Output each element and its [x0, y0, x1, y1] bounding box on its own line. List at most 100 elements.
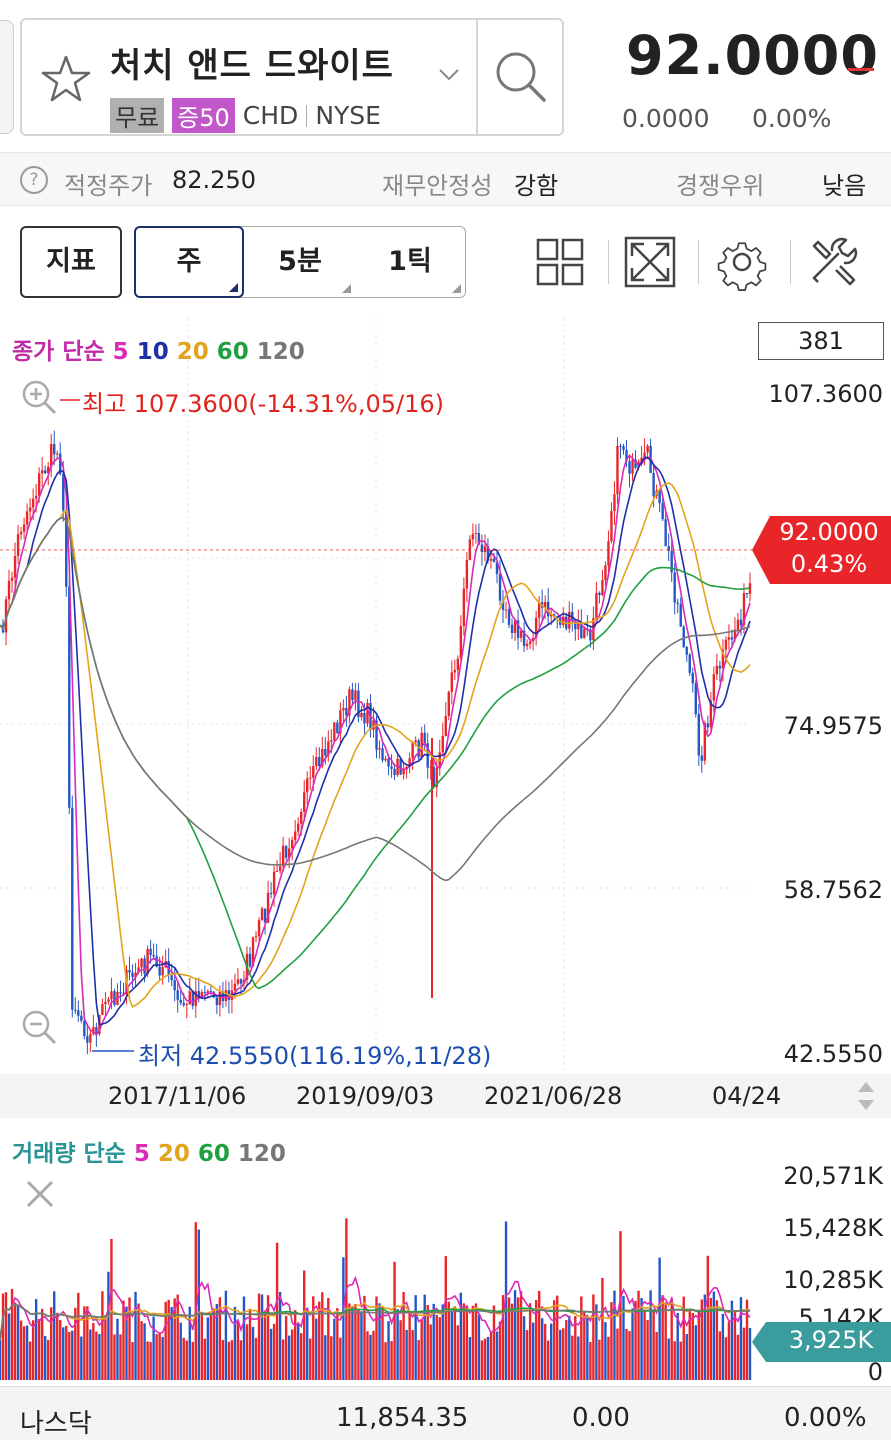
- corner-mark: [342, 284, 351, 293]
- volume-bar: [522, 1316, 526, 1380]
- candle-body: [342, 707, 345, 711]
- candle-body: [667, 546, 670, 551]
- volume-bar: [116, 1318, 119, 1380]
- candle-body: [616, 445, 619, 495]
- stock-tags: 무료 증50 CHD NYSE: [110, 98, 381, 133]
- tag-divider: [306, 104, 308, 127]
- resize-arrows-icon[interactable]: [856, 1080, 876, 1112]
- fullscreen-icon[interactable]: [620, 232, 680, 292]
- volume-bar: [89, 1329, 92, 1380]
- volume-bar: [667, 1338, 670, 1380]
- side-panel-handle[interactable]: [0, 20, 14, 134]
- legend-ma60: 60: [216, 339, 249, 365]
- candle-body: [275, 870, 279, 872]
- volume-bar: [4, 1292, 8, 1380]
- candle-body: [46, 466, 50, 474]
- volume-bar: [221, 1340, 225, 1380]
- candle-body: [86, 1036, 89, 1043]
- candle-body: [182, 1002, 185, 1006]
- volume-bar: [513, 1290, 517, 1380]
- volume-bar: [125, 1306, 128, 1380]
- zoom-in-icon[interactable]: [20, 378, 58, 416]
- candle-body: [324, 749, 327, 756]
- period-week[interactable]: 주: [134, 226, 244, 298]
- candle-body: [595, 592, 598, 619]
- volume-bar: [655, 1331, 658, 1380]
- volume-bar: [405, 1329, 408, 1380]
- candle-body: [161, 966, 164, 976]
- volume-bar: [348, 1303, 351, 1380]
- candle-body: [357, 690, 360, 718]
- volume-bar: [266, 1295, 270, 1380]
- volume-bar: [586, 1317, 589, 1380]
- candle-body: [664, 519, 667, 547]
- candle-body: [553, 614, 556, 617]
- volume-bar: [50, 1307, 53, 1380]
- candle-body: [498, 574, 502, 601]
- volume-bar: [697, 1311, 700, 1380]
- candle-body: [53, 443, 56, 455]
- volume-bar: [290, 1329, 294, 1380]
- volume-bar: [164, 1301, 167, 1380]
- stock-title-box[interactable]: 처치 앤드 드와이트 무료 증50 CHD NYSE: [20, 18, 564, 136]
- volume-bar: [92, 1322, 95, 1380]
- volume-bar: [242, 1296, 246, 1380]
- volume-bar: [459, 1292, 463, 1380]
- index-change: 0.00: [572, 1403, 630, 1433]
- candle-body: [77, 1010, 80, 1016]
- help-icon[interactable]: ?: [20, 166, 48, 194]
- volume-bar: [462, 1303, 466, 1380]
- volume-bar: [224, 1290, 228, 1380]
- candle-body: [345, 707, 348, 716]
- ma-line-120: [0, 517, 751, 882]
- candle-body: [260, 908, 264, 921]
- gear-icon[interactable]: [712, 232, 772, 292]
- layout-grid-icon[interactable]: [530, 232, 590, 292]
- search-icon[interactable]: [488, 44, 554, 110]
- legend-ma120: 120: [237, 1141, 286, 1167]
- volume-bar: [574, 1316, 577, 1380]
- zoom-out-icon[interactable]: [20, 1008, 58, 1046]
- close-icon[interactable]: [24, 1178, 56, 1210]
- price-chart[interactable]: 종가 단순 5 10 20 60 120 381 107.3600 74.957…: [0, 318, 891, 1074]
- period-1tick[interactable]: 1틱: [355, 227, 465, 297]
- candle-body: [522, 630, 526, 647]
- x-axis-bar[interactable]: 2017/11/06 2019/09/03 2021/06/28 04/24: [0, 1074, 891, 1118]
- stock-name: 처치 앤드 드와이트: [110, 46, 394, 86]
- volume-chart[interactable]: 거래량 단순 5 20 60 120 20,571K 15,428K 10,28…: [0, 1118, 891, 1386]
- candle-body: [700, 755, 704, 761]
- volume-bar: [369, 1334, 372, 1380]
- volume-bar: [176, 1294, 179, 1380]
- volume-bar: [1, 1293, 5, 1380]
- candle-body: [104, 1001, 107, 1005]
- bar-count-box[interactable]: 381: [758, 322, 884, 360]
- period-5min[interactable]: 5분: [245, 227, 355, 297]
- tools-icon[interactable]: [804, 232, 864, 292]
- y-axis-label: 58.7562: [783, 876, 883, 904]
- indicator-button[interactable]: 지표: [20, 226, 122, 298]
- volume-bar: [62, 1327, 65, 1380]
- candle-body: [414, 740, 417, 743]
- x-axis-label: 2019/09/03: [296, 1082, 435, 1110]
- volume-bar: [95, 1331, 98, 1380]
- candle-body: [236, 979, 240, 984]
- volume-bar: [661, 1295, 664, 1380]
- ma-line-20: [0, 482, 751, 1009]
- candle-body: [694, 683, 697, 715]
- index-ticker-bar[interactable]: 나스닥 11,854.35 0.00 0.00%: [0, 1386, 891, 1440]
- volume-bar: [646, 1320, 649, 1380]
- candle-body: [101, 1004, 104, 1015]
- candle-body: [203, 992, 207, 994]
- favorite-star-icon[interactable]: [38, 52, 94, 108]
- candle-body: [399, 758, 402, 775]
- volume-bar: [372, 1330, 375, 1380]
- volume-bar: [426, 1304, 429, 1380]
- volume-bar: [658, 1257, 661, 1380]
- volume-bar: [86, 1306, 89, 1380]
- volume-bar: [339, 1337, 342, 1380]
- candle-body: [16, 534, 20, 557]
- chevron-down-icon[interactable]: [438, 68, 460, 82]
- volume-bar: [378, 1303, 381, 1380]
- candle-body: [13, 556, 17, 578]
- volume-bar: [0, 1340, 2, 1380]
